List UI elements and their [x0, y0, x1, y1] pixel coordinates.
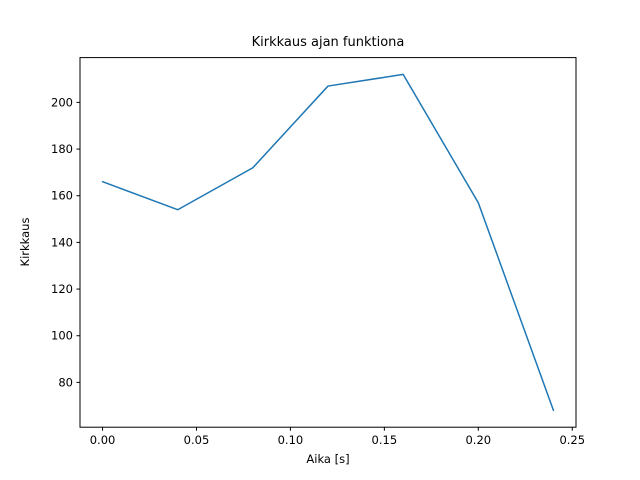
y-tick-label: 140: [51, 235, 73, 249]
x-tick-label: 0.00: [90, 433, 116, 447]
y-tick-label: 100: [51, 329, 73, 343]
y-tick-label: 80: [58, 375, 73, 389]
y-tick-label: 180: [51, 142, 73, 156]
y-tick-label: 160: [51, 189, 73, 203]
x-tick-label: 0.25: [559, 433, 585, 447]
data-line: [101, 73, 555, 412]
x-tick-label: 0.20: [465, 433, 491, 447]
x-tick-label: 0.05: [184, 433, 210, 447]
y-tick-label: 200: [51, 95, 73, 109]
y-axis-label: Kirkkaus: [18, 217, 32, 267]
chart-title: Kirkkaus ajan funktiona: [251, 35, 405, 50]
x-tick-label: 0.10: [278, 433, 304, 447]
x-tick-label: 0.15: [372, 433, 398, 447]
axes-spines: [79, 57, 577, 428]
y-tick-label: 120: [51, 282, 73, 296]
x-axis-label: Aika [s]: [306, 452, 350, 466]
